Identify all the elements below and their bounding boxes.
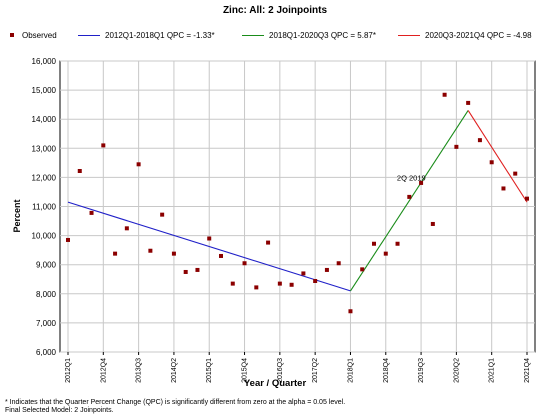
x-tick-label: 2021Q4 xyxy=(524,358,531,383)
legend-item-segment-1: 2012Q1-2018Q1 QPC = -1.33* xyxy=(78,28,215,42)
observed-point xyxy=(242,261,247,266)
y-tick-label: 6,000 xyxy=(36,348,57,357)
y-tick-label: 8,000 xyxy=(36,290,57,299)
legend-line-segment-3 xyxy=(398,34,420,36)
legend-label-segment-2: 2018Q1-2020Q3 QPC = 5.87* xyxy=(269,30,376,40)
observed-point xyxy=(419,180,424,185)
observed-point xyxy=(183,269,188,274)
observed-point xyxy=(195,267,200,272)
y-tick-label: 11,000 xyxy=(32,203,56,212)
trend-segment-1 xyxy=(67,201,351,292)
legend-line-segment-1 xyxy=(78,34,100,36)
legend-line-segment-2 xyxy=(242,34,264,36)
observed-point xyxy=(513,171,518,176)
observed-point xyxy=(407,194,412,199)
x-tick-label: 2018Q4 xyxy=(383,358,390,383)
y-tick-label: 9,000 xyxy=(36,261,57,270)
x-tick-label: 2018Q1 xyxy=(347,358,354,383)
observed-point xyxy=(124,226,129,231)
x-tick-label: 2012Q1 xyxy=(65,358,72,383)
observed-point xyxy=(148,248,153,253)
x-tick-label: 2016Q3 xyxy=(277,358,284,383)
legend-label-segment-1: 2012Q1-2018Q1 QPC = -1.33* xyxy=(105,30,215,40)
chart-title: Zinc: All: 2 Joinpoints xyxy=(222,5,328,16)
x-tick-label: 2015Q1 xyxy=(206,358,213,383)
footnote-final-model: Final Selected Model: 2 Joinpoints. xyxy=(5,407,114,414)
y-tick-label: 15,000 xyxy=(32,86,57,95)
observed-point xyxy=(230,281,235,286)
observed-point xyxy=(277,281,282,286)
observed-point xyxy=(89,210,94,215)
observed-point xyxy=(489,160,494,165)
y-tick-label: 12,000 xyxy=(32,173,57,182)
observed-point xyxy=(372,241,376,246)
observed-point xyxy=(266,240,271,245)
observed-point xyxy=(301,271,306,276)
observed-point xyxy=(254,285,259,290)
y-tick-label: 14,000 xyxy=(32,115,57,124)
observed-point xyxy=(477,138,482,143)
observed-point xyxy=(395,241,400,246)
trend-segment-2 xyxy=(350,110,469,292)
footnote-significance: * Indicates that the Quarter Percent Cha… xyxy=(5,399,346,406)
legend-item-segment-3: 2020Q3-2021Q4 QPC = -4.98 xyxy=(398,28,532,42)
observed-point xyxy=(101,143,106,148)
legend-label-observed: Observed xyxy=(22,30,57,40)
legend-item-observed: Observed xyxy=(6,28,57,42)
y-tick-label: 13,000 xyxy=(32,144,57,153)
x-tick-label: 2017Q2 xyxy=(312,358,319,383)
observed-point xyxy=(501,186,506,191)
legend-marker-observed xyxy=(10,33,14,37)
observed-point xyxy=(454,144,459,149)
y-tick-label: 7,000 xyxy=(36,319,57,328)
x-tick-label: 2014Q2 xyxy=(171,358,178,383)
observed-point xyxy=(219,253,223,258)
observed-point xyxy=(466,100,471,105)
observed-point xyxy=(207,236,212,241)
observed-point xyxy=(160,212,165,217)
observed-point xyxy=(136,162,141,167)
observed-point xyxy=(313,278,318,283)
observed-point xyxy=(66,237,70,242)
observed-point xyxy=(383,251,388,256)
observed-point xyxy=(442,92,447,97)
observed-point xyxy=(171,251,176,256)
x-tick-label: 2012Q4 xyxy=(100,358,107,383)
legend-item-segment-2: 2018Q1-2020Q3 QPC = 5.87* xyxy=(242,28,376,42)
x-tick-label: 2021Q1 xyxy=(489,358,496,383)
joinpoint-annotation: 2Q 2019 xyxy=(397,173,426,182)
observed-point xyxy=(324,267,329,272)
x-tick-label: 2019Q3 xyxy=(418,358,425,383)
x-axis-label: Year / Quarter xyxy=(243,378,307,389)
observed-point xyxy=(77,168,82,173)
y-axis-label: Percent xyxy=(12,199,22,233)
x-tick-label: 2015Q4 xyxy=(242,358,249,383)
x-tick-label: 2020Q2 xyxy=(453,358,460,383)
y-tick-label: 16,000 xyxy=(32,57,57,66)
observed-point xyxy=(430,221,435,226)
observed-point xyxy=(348,309,353,314)
observed-point xyxy=(525,196,529,201)
legend-label-segment-3: 2020Q3-2021Q4 QPC = -4.98 xyxy=(425,30,532,40)
observed-point xyxy=(113,251,118,256)
chart-legend: Observed 2012Q1-2018Q1 QPC = -1.33* 2018… xyxy=(6,28,544,42)
observed-point xyxy=(336,261,341,266)
observed-point xyxy=(289,282,294,287)
trend-segment-3 xyxy=(467,110,528,203)
y-tick-label: 10,000 xyxy=(32,232,57,241)
x-tick-label: 2013Q3 xyxy=(136,358,143,383)
observed-point xyxy=(360,267,365,272)
